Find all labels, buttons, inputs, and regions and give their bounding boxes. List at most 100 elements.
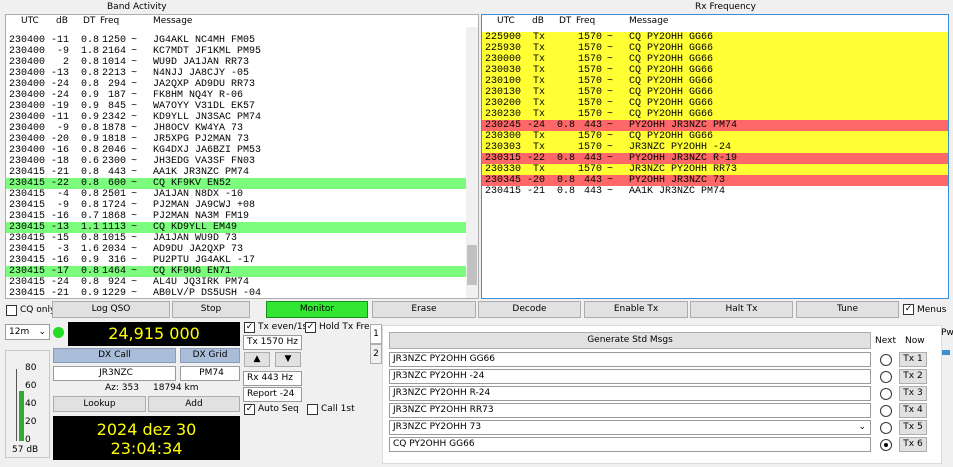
- button[interactable]: Tx 1: [899, 352, 927, 367]
- button[interactable]: Erase: [372, 301, 476, 318]
- button[interactable]: Lookup: [53, 396, 146, 412]
- tx-freq-spinbox[interactable]: Tx 1570 Hz: [243, 335, 302, 350]
- button[interactable]: ▲: [244, 352, 270, 367]
- radio[interactable]: [880, 371, 892, 383]
- log-row[interactable]: 230400 -18 0.6 2300 ~ JH3EDG VA3SF FN03: [6, 156, 466, 167]
- band-select[interactable]: 12m ⌄: [5, 324, 50, 340]
- button[interactable]: ▼: [275, 352, 301, 367]
- scrollbar[interactable]: [466, 27, 478, 298]
- log-row[interactable]: 230415 -9 0.8 1724 ~ PJ2MAN JA9CWJ +08: [6, 200, 466, 211]
- message-input[interactable]: JR3NZC PY2OHH R-24: [389, 386, 871, 401]
- message-input[interactable]: JR3NZC PY2OHH GG66: [389, 352, 871, 367]
- cell-utc: 230415: [9, 277, 46, 288]
- log-row[interactable]: 230230 Tx 1570 ~ CQ PY2OHH GG66: [482, 109, 948, 120]
- button[interactable]: Add: [148, 396, 240, 412]
- cell-utc: 230400: [9, 123, 46, 134]
- log-row[interactable]: 230415 -21 0.9 1229 ~ AB0LV/P DS5USH -04: [6, 288, 466, 299]
- cell-sep: ~: [131, 90, 138, 101]
- button[interactable]: Stop: [172, 301, 250, 318]
- cell-dt: 0.8: [80, 233, 99, 244]
- cell-utc: 230000: [485, 54, 522, 65]
- message-input[interactable]: JR3NZC PY2OHH -24: [389, 369, 871, 384]
- dx-call-input[interactable]: JR3NZC: [53, 366, 176, 381]
- log-row[interactable]: 225930 Tx 1570 ~ CQ PY2OHH GG66: [482, 43, 948, 54]
- checkbox[interactable]: [307, 404, 318, 415]
- power-slider[interactable]: [942, 350, 950, 355]
- tab[interactable]: 1: [370, 324, 382, 344]
- cell-msg: FK8HM NQ4Y R-06: [153, 90, 244, 101]
- log-row[interactable]: 225900 Tx 1570 ~ CQ PY2OHH GG66: [482, 32, 948, 43]
- cell-db: -13: [50, 68, 69, 79]
- checkbox[interactable]: ✓: [903, 304, 914, 315]
- button[interactable]: Generate Std Msgs: [389, 332, 871, 349]
- rx-frequency-list[interactable]: UTC dB DT Freq Message 225900 Tx 1570 ~ CQ PY2OHH…: [481, 14, 949, 299]
- log-row[interactable]: 230000 Tx 1570 ~ CQ PY2OHH GG66: [482, 54, 948, 65]
- button[interactable]: Enable Tx: [584, 301, 688, 318]
- log-row[interactable]: 230415 -21 0.8 443 ~ AA1K JR3NZC PM74: [482, 186, 948, 197]
- log-row[interactable]: 230415 -16 0.7 1868 ~ PJ2MAN NA3M FM19: [6, 211, 466, 222]
- scroll-thumb[interactable]: [467, 245, 477, 285]
- dx-grid-input[interactable]: PM74: [180, 366, 240, 381]
- button[interactable]: Halt Tx: [690, 301, 793, 318]
- log-row[interactable]: 230415 -22 0.8 600 ~ CQ KF9KV EN52: [6, 178, 466, 189]
- log-row[interactable]: 230130 Tx 1570 ~ CQ PY2OHH GG66: [482, 87, 948, 98]
- tab[interactable]: 2: [370, 344, 382, 364]
- button[interactable]: Tx 3: [899, 386, 927, 401]
- radio[interactable]: [880, 405, 892, 417]
- log-row[interactable]: 230400 -24 0.8 294 ~ JA2QXP AD9DU RR73: [6, 79, 466, 90]
- log-row[interactable]: 230400 -9 1.8 2164 ~ KC7MDT JF1KML PM95: [6, 46, 466, 57]
- log-row[interactable]: 230415 -3 1.6 2034 ~ AD9DU JA2QXP 73: [6, 244, 466, 255]
- band-activity-list[interactable]: UTC dB DT Freq Message 230400 -11 0.8 1250 ~ JG4AK…: [5, 14, 479, 299]
- message-input[interactable]: CQ PY2OHH GG66: [389, 437, 871, 452]
- radio[interactable]: [880, 439, 892, 451]
- button[interactable]: Tx 6: [899, 437, 927, 452]
- radio[interactable]: [880, 422, 892, 434]
- log-row[interactable]: 230100 Tx 1570 ~ CQ PY2OHH GG66: [482, 76, 948, 87]
- checkbox[interactable]: ✓: [305, 322, 316, 333]
- log-row[interactable]: 230400 2 0.8 1014 ~ WU9D JA1JAN RR73: [6, 57, 466, 68]
- message-input[interactable]: JR3NZC PY2OHH RR73: [389, 403, 871, 418]
- log-row[interactable]: 230415 -24 0.8 924 ~ AL4U JQ3IRK PM74: [6, 277, 466, 288]
- log-row[interactable]: 230400 -19 0.9 845 ~ WA7OYY V31DL EK57: [6, 101, 466, 112]
- log-row[interactable]: 230030 Tx 1570 ~ CQ PY2OHH GG66: [482, 65, 948, 76]
- cell-sep: ~: [131, 288, 138, 299]
- message-input[interactable]: JR3NZC PY2OHH 73 ⌄: [389, 420, 871, 435]
- log-row[interactable]: 230415 -13 1.1 1113 ~ CQ KD9YLL EM49: [6, 222, 466, 233]
- checkbox[interactable]: ✓: [244, 322, 255, 333]
- log-row[interactable]: 230415 -15 0.8 1015 ~ JA1JAN WU9D 73: [6, 233, 466, 244]
- button[interactable]: Tx 2: [899, 369, 927, 384]
- log-row[interactable]: 230400 -13 0.8 2213 ~ N4NJJ JA8CJY -05: [6, 68, 466, 79]
- log-row[interactable]: 230415 -16 0.9 316 ~ PU2PTU JG4AKL -17: [6, 255, 466, 266]
- log-row[interactable]: 230415 -21 0.8 443 ~ AA1K JR3NZC PM74: [6, 167, 466, 178]
- log-row[interactable]: 230400 -9 0.8 1878 ~ JH8OCV KW4YA 73: [6, 123, 466, 134]
- button[interactable]: Tune: [796, 301, 899, 318]
- cell-msg: AD9DU JA2QXP 73: [153, 244, 244, 255]
- checkbox[interactable]: ✓: [244, 404, 255, 415]
- button[interactable]: Tx 5: [899, 420, 927, 435]
- log-row[interactable]: 230415 -4 0.8 2501 ~ JA1JAN N8DX -10: [6, 189, 466, 200]
- radio[interactable]: [880, 354, 892, 366]
- log-row[interactable]: 230200 Tx 1570 ~ CQ PY2OHH GG66: [482, 98, 948, 109]
- log-row[interactable]: 230345 -20 0.8 443 ~ PY2OHH JR3NZC 73: [482, 175, 948, 186]
- log-row[interactable]: 230245 -24 0.8 443 ~ PY2OHH JR3NZC PM74: [482, 120, 948, 131]
- radio[interactable]: [880, 388, 892, 400]
- log-row[interactable]: 230400 -16 0.8 2046 ~ KG4DXJ JA6BZI PM53: [6, 145, 466, 156]
- cell-db: -3: [56, 244, 69, 255]
- button[interactable]: Monitor: [266, 301, 368, 318]
- log-row[interactable]: 230300 Tx 1570 ~ CQ PY2OHH GG66: [482, 131, 948, 142]
- checkbox[interactable]: [6, 305, 17, 316]
- button[interactable]: Log QSO: [52, 301, 170, 318]
- dropdown-arrow[interactable]: ⌄: [858, 422, 866, 432]
- button[interactable]: Tx 4: [899, 403, 927, 418]
- log-row[interactable]: 230330 Tx 1570 ~ JR3NZC PY2OHH RR73: [482, 164, 948, 175]
- log-row[interactable]: 230415 -17 0.8 1464 ~ CQ KF9UG EN71: [6, 266, 466, 277]
- rx-freq-spinbox[interactable]: Rx 443 Hz: [243, 371, 302, 386]
- log-row[interactable]: 230400 -11 0.8 1250 ~ JG4AKL NC4MH FM05: [6, 35, 466, 46]
- log-row[interactable]: 230315 -22 0.8 443 ~ PY2OHH JR3NZC R-19: [482, 153, 948, 164]
- log-row[interactable]: 230400 -11 0.9 2342 ~ KD9YLL JN3SAC PM74: [6, 112, 466, 123]
- log-row[interactable]: 230400 -20 0.9 1818 ~ JR5XPG PJ2MAN 73: [6, 134, 466, 145]
- log-row[interactable]: 230303 Tx 1570 ~ JR3NZC PY2OHH -24: [482, 142, 948, 153]
- button[interactable]: Decode: [478, 301, 581, 318]
- log-row[interactable]: 230400 -24 0.9 187 ~ FK8HM NQ4Y R-06: [6, 90, 466, 101]
- report-spinbox[interactable]: Report -24: [243, 387, 302, 402]
